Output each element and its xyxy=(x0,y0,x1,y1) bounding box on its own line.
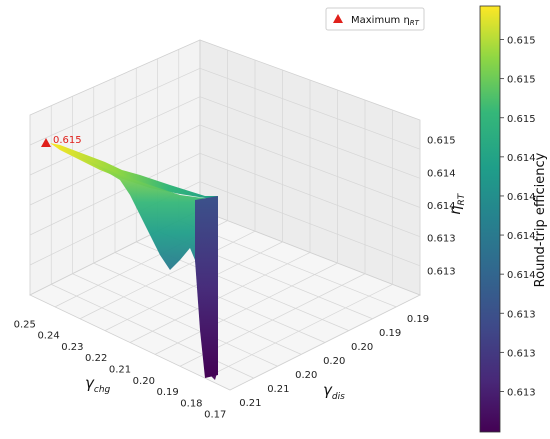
y-tick-labels: 0.21 0.21 0.20 0.20 0.20 0.19 0.19 xyxy=(239,314,429,409)
surface-front xyxy=(50,143,218,380)
colorbar-tick-label: 0.613 xyxy=(507,348,536,359)
x-tick-label: 0.25 xyxy=(14,319,36,330)
y-tick-label: 0.20 xyxy=(323,356,345,367)
colorbar-label: Round-trip efficiency xyxy=(533,152,548,287)
grid-line xyxy=(199,153,421,237)
grid-line xyxy=(114,252,326,343)
grid-line xyxy=(199,181,421,267)
legend-triangle-icon xyxy=(333,14,343,23)
x-axis-label: γchg xyxy=(85,374,111,395)
x-tick-label: 0.23 xyxy=(61,342,83,353)
grid-line xyxy=(29,124,201,206)
surface-side xyxy=(195,196,218,378)
legend: Maximum ηRT xyxy=(325,7,425,31)
surface-top xyxy=(50,143,218,200)
grid-line xyxy=(199,68,421,150)
z-tick-label: 0.614 xyxy=(427,201,456,212)
y-tick-label: 0.20 xyxy=(295,370,317,381)
x-tick-labels: 0.250.240.230.220.210.200.190.180.17 xyxy=(14,319,227,420)
y-tick-label: 0.19 xyxy=(407,314,429,325)
y-axis-label: γdis xyxy=(323,381,345,402)
grid-line xyxy=(199,96,421,179)
x-tick-label: 0.19 xyxy=(156,387,178,398)
y-tick-label: 0.21 xyxy=(267,384,289,395)
colorbar-tick-label: 0.615 xyxy=(507,75,536,86)
colorbar-tick-label: 0.614 xyxy=(507,192,536,203)
surface xyxy=(50,143,218,380)
colorbar-tick-label: 0.614 xyxy=(507,231,536,242)
colorbar-tick-label: 0.613 xyxy=(507,309,536,320)
max-value-label: 0.615 xyxy=(53,135,82,146)
grid-line xyxy=(29,153,201,236)
grid-line xyxy=(204,284,393,379)
z-tick-label: 0.614 xyxy=(427,168,456,179)
max-marker: 0.615 xyxy=(41,135,82,147)
grid-lines xyxy=(29,49,421,379)
colorbar-ticks: 0.613 0.613 0.613 0.614 0.614 0.614 0.614 0.615… xyxy=(500,36,536,398)
grid-line xyxy=(29,68,201,146)
z-tick-labels: 0.613 0.613 0.614 0.614 0.615 xyxy=(427,136,456,278)
x-tick-label: 0.22 xyxy=(85,353,107,364)
z-tick-label: 0.615 xyxy=(427,136,456,147)
max-triangle xyxy=(41,138,51,147)
x-tick-label: 0.24 xyxy=(37,331,59,342)
colorbar-tick-label: 0.614 xyxy=(507,270,536,281)
x-tick-label: 0.20 xyxy=(133,376,155,387)
z-tick-label: 0.613 xyxy=(427,234,456,245)
grid-line xyxy=(199,124,421,208)
y-tick-label: 0.21 xyxy=(239,398,261,409)
y-tick-label: 0.19 xyxy=(379,328,401,339)
x-tick-label: 0.17 xyxy=(204,410,226,421)
colorbar-tick-label: 0.614 xyxy=(507,153,536,164)
legend-label: Maximum ηRT xyxy=(351,15,420,27)
colorbar-tick-label: 0.613 xyxy=(507,387,536,398)
colorbar: 0.613 0.613 0.613 0.614 0.614 0.614 0.614 0.615… xyxy=(479,5,548,433)
colorbar-tick-label: 0.615 xyxy=(507,36,536,47)
colorbar-gradient xyxy=(479,5,501,433)
z-tick-label: 0.613 xyxy=(427,266,456,277)
x-tick-label: 0.18 xyxy=(180,398,202,409)
grid-line xyxy=(154,262,338,355)
colorbar-tick-label: 0.615 xyxy=(507,114,536,125)
grid-line xyxy=(29,96,201,176)
y-tick-label: 0.20 xyxy=(351,342,373,353)
x-tick-label: 0.21 xyxy=(109,365,131,376)
z-axis-label: ηRT xyxy=(446,192,467,215)
